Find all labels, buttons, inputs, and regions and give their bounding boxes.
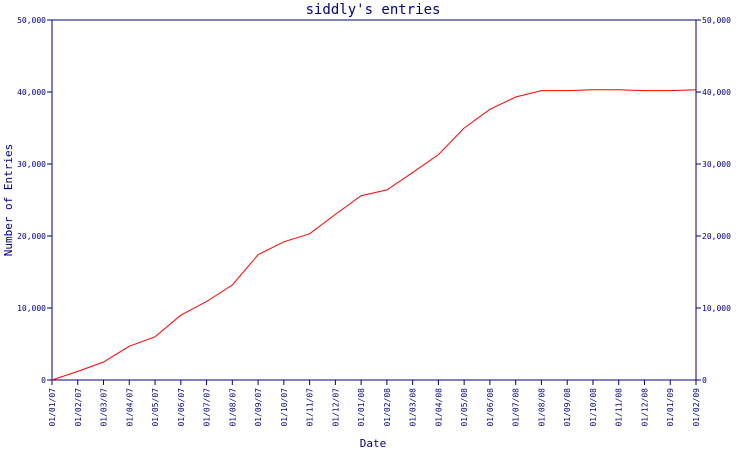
x-tick-label: 01/04/08 <box>434 388 443 427</box>
x-tick-label: 01/06/07 <box>177 388 186 427</box>
x-tick-label: 01/01/09 <box>666 388 675 427</box>
x-tick-label: 01/08/08 <box>537 388 546 427</box>
x-tick-label: 01/07/07 <box>203 388 212 427</box>
y-tick-label-left: 0 <box>41 376 46 385</box>
y-tick-label-right: 20,000 <box>702 232 731 241</box>
x-tick-label: 01/02/07 <box>74 388 83 427</box>
x-tick-label: 01/08/07 <box>228 388 237 427</box>
y-axis-title: Number of Entries <box>2 144 15 257</box>
y-tick-label-left: 20,000 <box>17 232 46 241</box>
y-tick-label-left: 30,000 <box>17 160 46 169</box>
y-tick-label-right: 30,000 <box>702 160 731 169</box>
y-tick-label-left: 40,000 <box>17 88 46 97</box>
y-tick-label-right: 0 <box>702 376 707 385</box>
x-tick-label: 01/10/08 <box>589 388 598 427</box>
x-tick-label: 01/09/08 <box>563 388 572 427</box>
x-tick-label: 01/10/07 <box>280 388 289 427</box>
x-tick-label: 01/01/07 <box>48 388 57 427</box>
x-tick-label: 01/04/07 <box>125 388 134 427</box>
y-tick-label-right: 40,000 <box>702 88 731 97</box>
x-tick-label: 01/03/08 <box>409 388 418 427</box>
x-tick-label: 01/11/08 <box>615 388 624 427</box>
chart-title: siddly's entries <box>306 2 441 18</box>
x-tick-label: 01/02/09 <box>692 388 701 427</box>
y-tick-label-right: 50,000 <box>702 16 731 25</box>
x-tick-label: 01/12/08 <box>640 388 649 427</box>
y-tick-label-right: 10,000 <box>702 304 731 313</box>
plot-area: 0 0 10,000 10,000 20,000 20,000 30,000 30,000 40… <box>17 16 731 427</box>
x-tick-label: 01/12/07 <box>331 388 340 427</box>
x-tick-label: 01/05/08 <box>460 388 469 427</box>
y-tick-label-left: 50,000 <box>17 16 46 25</box>
plot-frame <box>51 19 697 381</box>
y-tick-label-left: 10,000 <box>17 304 46 313</box>
x-tick-label: 01/06/08 <box>486 388 495 427</box>
series-line-entries <box>51 89 697 381</box>
x-tick-label: 01/02/08 <box>383 388 392 427</box>
x-tick-label: 01/07/08 <box>512 388 521 427</box>
x-tick-label: 01/09/07 <box>254 388 263 427</box>
x-tick-label: 01/03/07 <box>100 388 109 427</box>
x-tick-label: 01/01/08 <box>357 388 366 427</box>
x-axis-title: Date <box>360 437 387 450</box>
x-tick-label: 01/11/07 <box>306 388 315 427</box>
x-tick-label: 01/05/07 <box>151 388 160 427</box>
